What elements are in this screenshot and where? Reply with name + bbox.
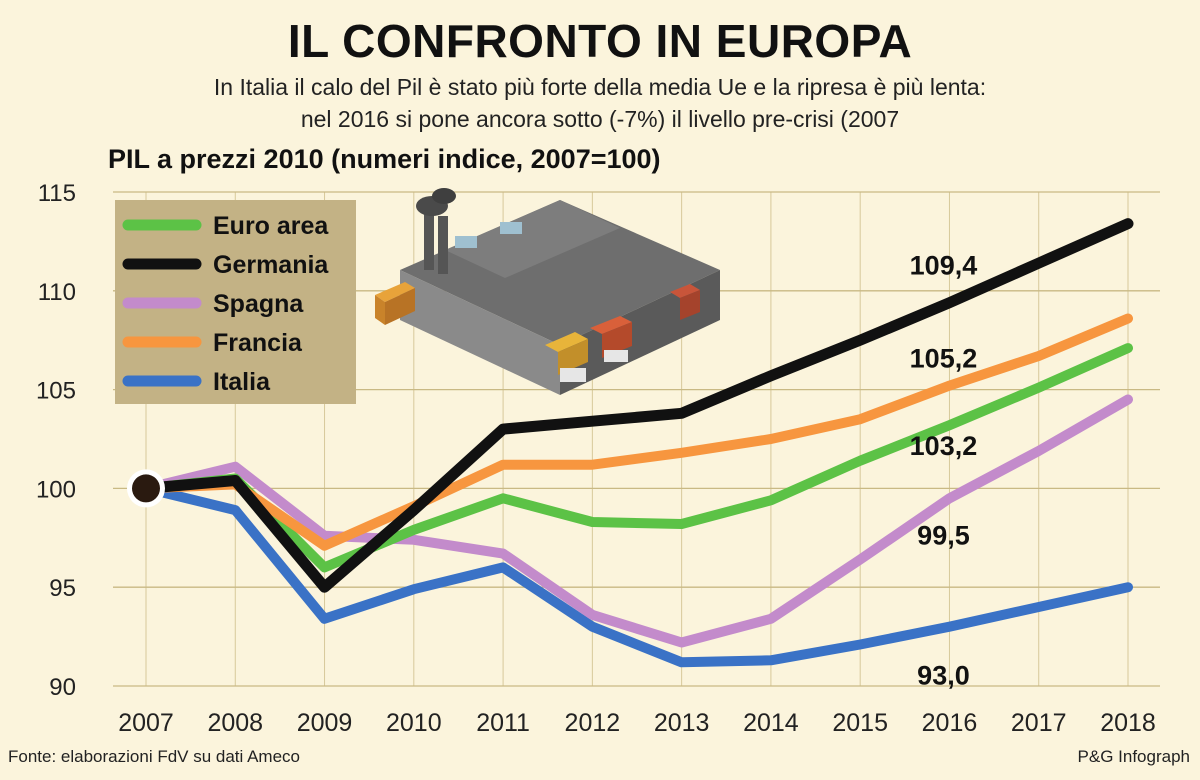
series-line-germania bbox=[140, 218, 1134, 593]
x-tick-label: 2009 bbox=[297, 709, 353, 737]
x-tick-label: 2011 bbox=[476, 709, 530, 737]
data-label-francia: 105,2 bbox=[910, 344, 978, 374]
chart-title: IL CONFRONTO IN EUROPA bbox=[287, 15, 913, 67]
x-tick-label: 2018 bbox=[1100, 709, 1156, 737]
credit-note: P&G Infograph bbox=[1077, 747, 1190, 766]
chart-heading: PIL a prezzi 2010 (numeri indice, 2007=1… bbox=[108, 144, 661, 174]
subtitle-line-2: nel 2016 si pone ancora sotto (-7%) il l… bbox=[300, 106, 900, 132]
x-tick-label: 2007 bbox=[118, 709, 174, 737]
x-tick-label: 2014 bbox=[743, 709, 799, 737]
y-tick-label: 95 bbox=[49, 575, 76, 602]
factory-illustration bbox=[375, 188, 720, 395]
y-tick-label: 115 bbox=[38, 180, 76, 207]
series-line-italia bbox=[141, 483, 1133, 668]
x-tick-label: 2016 bbox=[922, 709, 978, 737]
data-labels: 109,4 105,2 103,2 99,5 93,0 bbox=[910, 251, 978, 691]
data-label-spagna: 99,5 bbox=[917, 520, 970, 550]
series-line-francia bbox=[141, 313, 1133, 551]
y-tick-label: 105 bbox=[36, 378, 76, 405]
series-line-euro-area bbox=[141, 343, 1133, 573]
data-label-euro-area: 103,2 bbox=[910, 431, 978, 461]
x-tick-label: 2013 bbox=[654, 709, 710, 737]
x-tick-label: 2010 bbox=[386, 709, 442, 737]
data-label-germania: 109,4 bbox=[910, 251, 978, 281]
subtitle-line-1: In Italia il calo del Pil è stato più fo… bbox=[213, 74, 987, 100]
source-note: Fonte: elaborazioni FdV su dati Ameco bbox=[8, 747, 300, 766]
legend-label: Spagna bbox=[213, 290, 304, 318]
axis-labels: 90 95 100 105 110 115 2007 2008 2009 2010 2011 2012… bbox=[36, 180, 1156, 737]
origin-marker bbox=[127, 469, 165, 508]
series-line-spagna bbox=[141, 394, 1133, 648]
legend-label: Italia bbox=[213, 368, 271, 396]
y-tick-label: 90 bbox=[49, 674, 76, 701]
legend-label: Euro area bbox=[213, 212, 329, 240]
legend: Euro area Germania Spagna Francia Italia bbox=[115, 200, 356, 404]
x-tick-label: 2015 bbox=[832, 709, 888, 737]
data-label-italia: 93,0 bbox=[917, 661, 970, 691]
legend-label: Germania bbox=[213, 251, 329, 279]
x-tick-label: 2008 bbox=[207, 709, 263, 737]
x-tick-label: 2012 bbox=[565, 709, 621, 737]
legend-label: Francia bbox=[213, 329, 303, 357]
y-tick-label: 100 bbox=[36, 476, 76, 503]
series-lines bbox=[140, 218, 1134, 668]
x-tick-label: 2017 bbox=[1011, 709, 1067, 737]
origin-marker-dot bbox=[132, 474, 160, 503]
y-tick-label: 110 bbox=[38, 279, 76, 306]
